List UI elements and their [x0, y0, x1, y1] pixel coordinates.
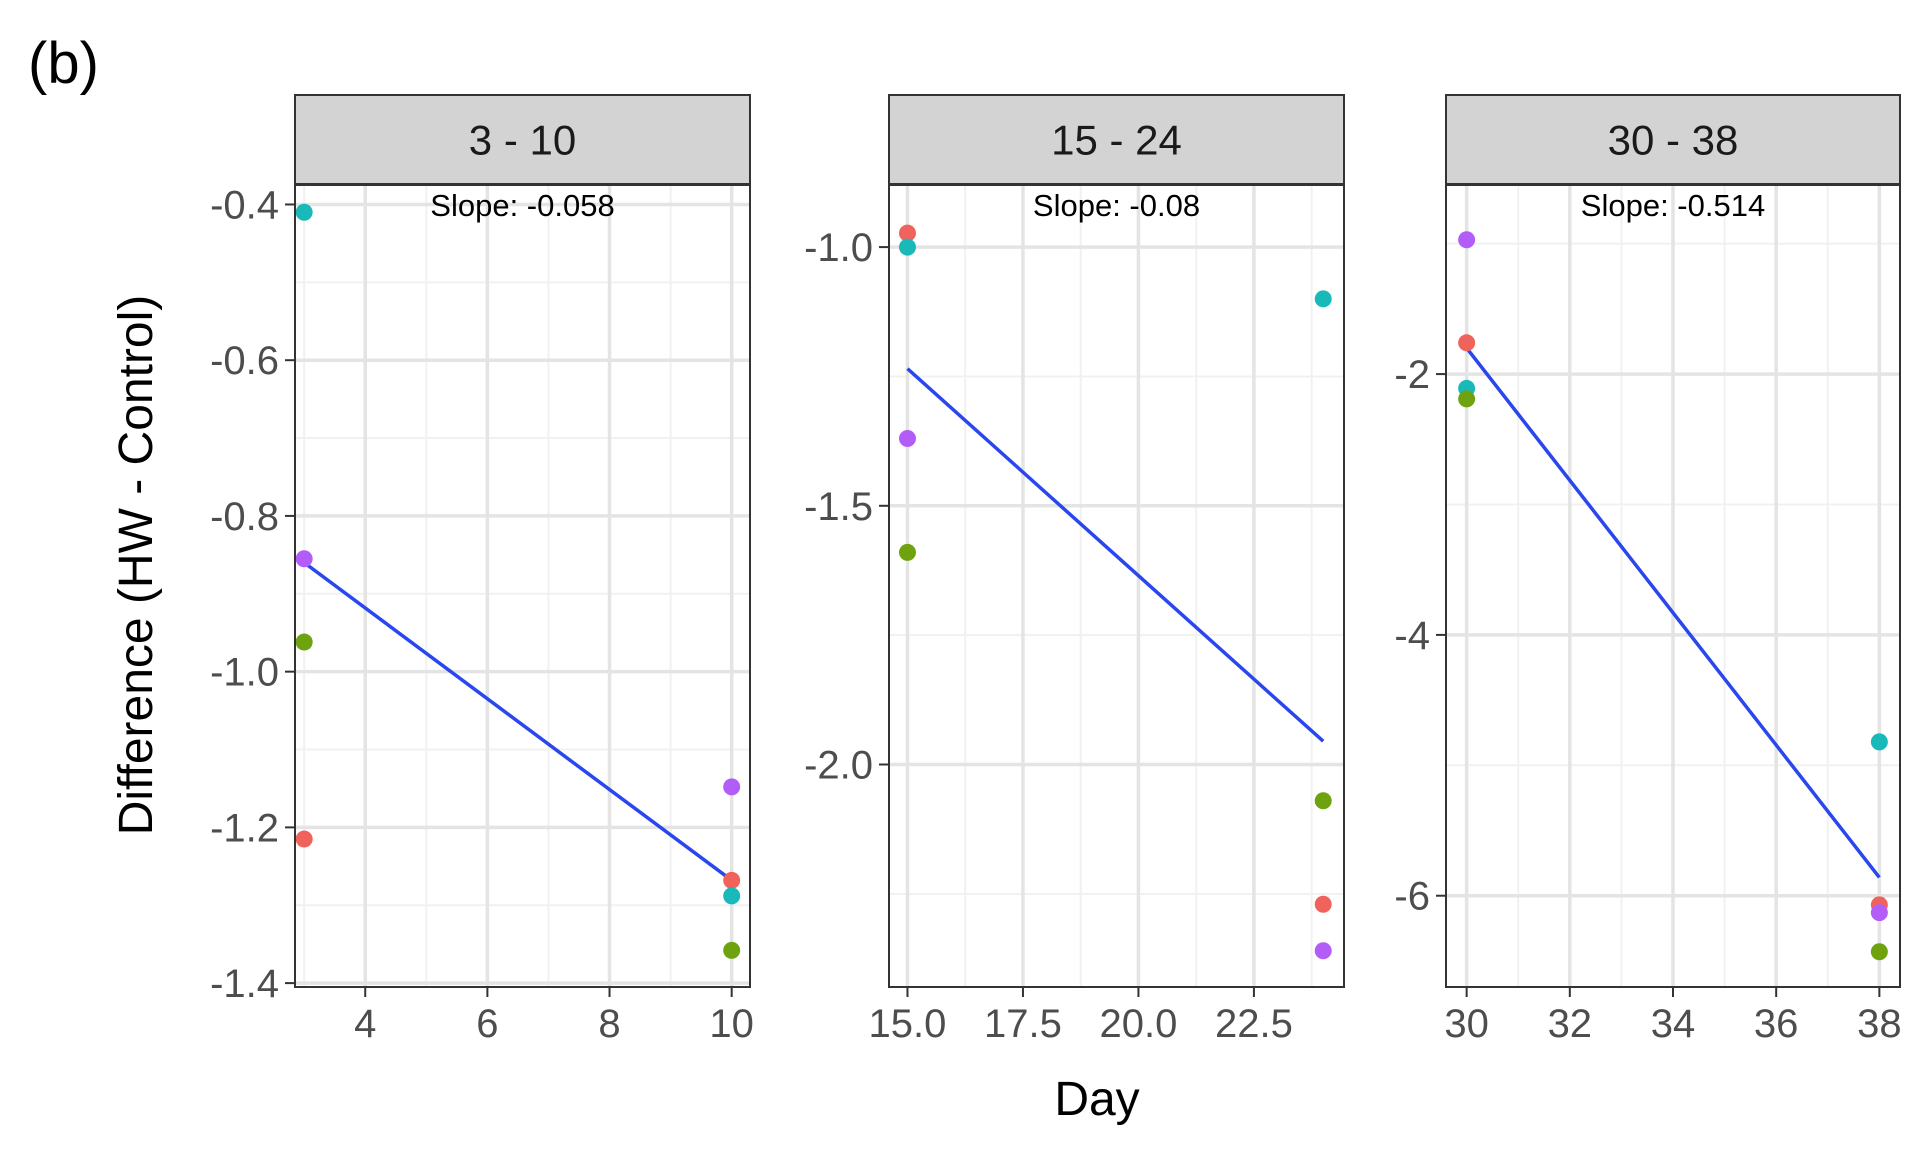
- data-point: [295, 633, 313, 651]
- data-point: [898, 430, 916, 448]
- x-tick-label: 15.0: [869, 1002, 947, 1046]
- data-point: [1870, 904, 1888, 922]
- slope-annotation: Slope: -0.08: [1033, 188, 1200, 223]
- y-axis-label: Difference (HW - Control): [110, 295, 163, 836]
- x-tick-label: 6: [476, 1002, 498, 1046]
- facet-panel-2: 15 - 24 Slope: -0.08 15.0 17.5 20.0 22.5 -2.0 -…: [804, 94, 1345, 1046]
- data-point: [898, 238, 916, 256]
- data-point: [1458, 390, 1476, 408]
- data-point: [723, 871, 741, 889]
- y-tick-label: -0.8: [210, 495, 279, 539]
- x-tick-label: 34: [1651, 1002, 1696, 1046]
- y-tick-label: -1.5: [804, 485, 873, 529]
- x-tick-label: 36: [1754, 1002, 1799, 1046]
- data-point: [295, 830, 313, 848]
- y-tick-label: -1.0: [804, 226, 873, 270]
- y-tick-label: -2.0: [804, 744, 873, 788]
- y-tick-label: -1.2: [210, 806, 279, 850]
- facet-panel-1: 3 - 10 Slope: -0.058 4 6 8 10 -1.4 -1.2 -1.0 -0.8…: [210, 94, 754, 1046]
- slope-annotation: Slope: -0.514: [1581, 188, 1765, 223]
- figure-label: (b): [28, 31, 99, 96]
- facet-strip-title: 3 - 10: [469, 117, 576, 164]
- regression-line: [303, 561, 733, 882]
- x-tick-label: 38: [1857, 1002, 1902, 1046]
- y-tick-label: -0.6: [210, 339, 279, 383]
- y-tick-label: -1.4: [210, 962, 279, 1006]
- facet-panel-3: 30 - 38 Slope: -0.514 30 32 34 36 38 -6 -4 -2: [1394, 94, 1902, 1046]
- data-point: [898, 543, 916, 561]
- regression-line: [1465, 346, 1881, 879]
- y-tick-label: -2: [1394, 353, 1430, 397]
- data-point: [295, 550, 313, 568]
- data-point: [1314, 290, 1332, 308]
- x-axis-label: Day: [1054, 1073, 1139, 1126]
- x-tick-label: 10: [709, 1002, 754, 1046]
- x-tick-label: 22.5: [1215, 1002, 1293, 1046]
- x-tick-label: 30: [1444, 1002, 1489, 1046]
- data-point: [723, 887, 741, 905]
- data-point: [723, 778, 741, 796]
- data-point: [1314, 942, 1332, 960]
- data-point: [1458, 231, 1476, 249]
- data-point: [1314, 895, 1332, 913]
- data-point: [1870, 733, 1888, 751]
- data-point: [295, 203, 313, 221]
- panel-border: [294, 184, 751, 988]
- y-tick-label: -4: [1394, 614, 1430, 658]
- x-tick-label: 8: [598, 1002, 620, 1046]
- plot-area: [295, 185, 750, 987]
- data-point: [1458, 334, 1476, 352]
- facet-strip: [1445, 94, 1901, 185]
- data-point: [1314, 792, 1332, 810]
- x-tick-label: 4: [354, 1002, 376, 1046]
- x-tick-label: 20.0: [1100, 1002, 1178, 1046]
- plot-area: [889, 185, 1344, 987]
- facet-strip: [888, 94, 1345, 185]
- x-tick-label: 32: [1548, 1002, 1593, 1046]
- facet-strip-title: 15 - 24: [1051, 117, 1182, 164]
- slope-annotation: Slope: -0.058: [430, 188, 614, 223]
- y-tick-label: -1.0: [210, 651, 279, 695]
- facet-strip-title: 30 - 38: [1608, 117, 1739, 164]
- y-tick-label: -0.4: [210, 183, 279, 227]
- facet-strip: [294, 94, 751, 185]
- x-tick-label: 17.5: [984, 1002, 1062, 1046]
- data-point: [1870, 943, 1888, 961]
- data-point: [723, 941, 741, 959]
- data-point: [898, 224, 916, 242]
- y-tick-label: -6: [1394, 875, 1430, 919]
- panel-border: [888, 184, 1345, 988]
- regression-line: [906, 367, 1325, 743]
